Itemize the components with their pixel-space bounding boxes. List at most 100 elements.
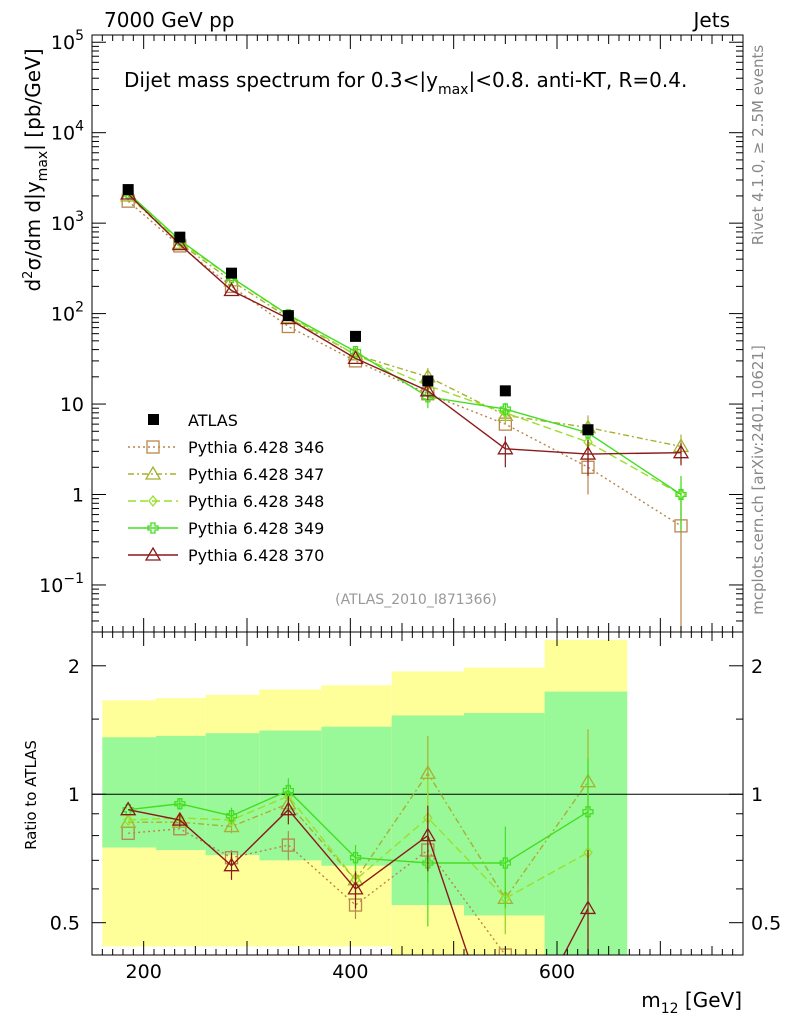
legend-label: Pythia 6.428 346 (188, 438, 324, 457)
legend-label: Pythia 6.428 348 (188, 492, 324, 511)
ratio-data-point (419, 764, 436, 779)
main-data-point (349, 345, 362, 358)
ratio-y-tick-label: 0.5 (50, 913, 80, 935)
legend-entry-1: Pythia 6.428 346 (128, 438, 324, 457)
atlas-data (122, 184, 594, 436)
mcplots-label: mcplots.cern.ch [arXiv:2401.10621] (749, 345, 767, 615)
main-series-layer (120, 184, 690, 632)
ratio-data-point (499, 857, 511, 869)
main-data-point (422, 391, 434, 403)
y-tick-label: 105 (51, 28, 84, 54)
ratio-data-point (171, 813, 188, 828)
ratio-data-point (347, 880, 364, 895)
ratio-y-axis-label: Ratio to ATLAS (22, 740, 40, 850)
legend-label: Pythia 6.428 370 (188, 546, 324, 565)
ratio-data-point (174, 798, 186, 810)
main-data-point (171, 236, 188, 251)
ratio-data-point (579, 900, 597, 915)
main-data-point (579, 445, 597, 460)
main-series-line (127, 193, 682, 455)
legend-label-atlas: ATLAS (188, 411, 238, 430)
main-series-line (127, 194, 682, 496)
main-data-point (672, 444, 690, 459)
legend-marker (148, 494, 158, 508)
legend-marker (147, 522, 159, 534)
ratio-y-tick-label: 2 (68, 656, 80, 678)
atlas-data-point (582, 424, 594, 436)
atlas-data-point (422, 375, 434, 387)
main-series-line (127, 195, 682, 448)
ratio-panel: 2 2 1 1 0.5 0.5 200 400 600 Ratio to ATLAS m12 [… (22, 631, 781, 1017)
legend-marker (146, 440, 160, 454)
ratio-data-point (223, 857, 240, 872)
ratio-band-green (321, 726, 392, 866)
legend-marker (144, 546, 162, 561)
main-data-point (223, 282, 240, 297)
legend-marker-atlas (148, 414, 159, 425)
header-right: Jets (692, 8, 730, 32)
x-tick-label: 400 (332, 961, 368, 983)
ratio-series-line (128, 808, 589, 955)
ratio-data-point (171, 811, 188, 826)
ratio-series-line (128, 828, 510, 955)
legend-entry-atlas: ATLAS (148, 411, 238, 430)
ratio-series-line (128, 795, 589, 900)
ratio-data-point (422, 857, 434, 869)
ratio-data-point (349, 852, 362, 864)
legend-entry-2: Pythia 6.428 347 (128, 465, 324, 484)
y-tick-label: 10−1 (39, 571, 84, 597)
atlas-data-point (122, 184, 134, 196)
y-tick-label: 104 (51, 119, 84, 145)
ratio-band-green (544, 691, 628, 955)
atlas-data-point (226, 267, 237, 279)
x-axis-label: m12 [GeV] (641, 988, 742, 1017)
ratio-data-point (280, 801, 297, 816)
ratio-band-green (156, 735, 206, 851)
atlas-data-point (282, 310, 294, 322)
ratio-data-point (282, 784, 294, 797)
ratio-data-point (223, 818, 240, 833)
ratio-y-tick-label-right: 0.5 (751, 913, 781, 935)
ratio-axis-ticks: 2 2 1 1 0.5 0.5 200 400 600 (50, 632, 781, 983)
ratio-data-point (120, 801, 137, 816)
rivet-version-label: Rivet 4.1.0, ≥ 2.5M events (749, 45, 767, 246)
ratio-data-point (225, 810, 238, 822)
main-data-point (675, 488, 687, 501)
ratio-band-green (102, 737, 157, 848)
ratio-data-point (582, 963, 594, 975)
ratio-data-point (123, 814, 133, 827)
ratio-series-layer (120, 729, 597, 975)
x-tick-label: 200 (126, 961, 162, 983)
ratio-series-4 (122, 758, 594, 927)
y-tick-label: 102 (51, 300, 84, 326)
atlas-data-point (350, 330, 361, 342)
ratio-uncertainty-bands (102, 639, 628, 955)
legend-entry-5: Pythia 6.428 370 (128, 546, 324, 565)
legend-label: Pythia 6.428 349 (188, 519, 324, 538)
x-tick-label: 600 (539, 961, 575, 983)
main-series-5 (120, 185, 690, 477)
ratio-y-tick-label: 1 (68, 784, 80, 806)
ratio-data-point (281, 838, 295, 852)
ratio-frame (91, 631, 744, 956)
y-tick-label: 103 (51, 209, 84, 235)
ratio-y-tick-label-right: 2 (751, 656, 763, 678)
ratio-data-point (419, 827, 436, 842)
ratio-band-green (464, 713, 545, 916)
ratio-series-5 (120, 796, 597, 955)
y-tick-label: 10 (60, 394, 84, 416)
y-tick-label: 1 (72, 485, 84, 507)
ratio-series-line (128, 771, 589, 900)
chart-title: Dijet mass spectrum for 0.3<|ymax|<0.8. … (124, 68, 687, 98)
watermark: (ATLAS_2010_I871366) (335, 592, 497, 608)
main-data-point (347, 350, 364, 365)
header-left: 7000 GeV pp (104, 8, 235, 32)
legend-marker (144, 465, 162, 480)
atlas-data-point (174, 231, 186, 243)
legend-entry-3: Pythia 6.428 348 (128, 492, 324, 511)
atlas-data-point (499, 385, 511, 397)
main-data-point (499, 403, 511, 415)
